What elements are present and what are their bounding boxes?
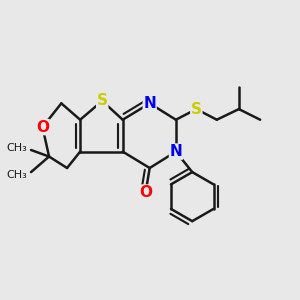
Text: S: S: [191, 102, 202, 117]
Text: N: N: [143, 96, 156, 111]
Text: S: S: [97, 93, 108, 108]
Text: O: O: [36, 120, 49, 135]
Text: CH₃: CH₃: [6, 169, 27, 179]
Text: N: N: [169, 144, 182, 159]
Text: O: O: [139, 185, 152, 200]
Text: CH₃: CH₃: [6, 142, 27, 152]
